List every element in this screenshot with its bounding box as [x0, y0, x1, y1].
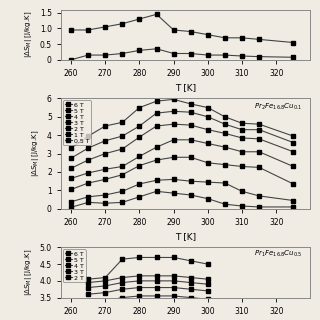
Text: Pr$_2$Fe$_{16.8}$Cu$_{0.1}$: Pr$_2$Fe$_{16.8}$Cu$_{0.1}$: [254, 102, 303, 112]
Y-axis label: |$\Delta S_M$| [J/kg.K]: |$\Delta S_M$| [J/kg.K]: [23, 249, 34, 296]
Legend: 6 T, 5 T, 4 T, 3 T, 2 T: 6 T, 5 T, 4 T, 3 T, 2 T: [63, 249, 86, 283]
X-axis label: T [K]: T [K]: [175, 232, 196, 241]
Y-axis label: |$\Delta S_M$| [J/kg.K]: |$\Delta S_M$| [J/kg.K]: [30, 130, 41, 177]
Y-axis label: |$\Delta S_M$| [J/kg.K]: |$\Delta S_M$| [J/kg.K]: [23, 11, 34, 58]
Legend: 6 T, 5 T, 4 T, 3 T, 2 T, 1 T, 0.5 T: 6 T, 5 T, 4 T, 3 T, 2 T, 1 T, 0.5 T: [63, 100, 92, 145]
Text: Pr$_1$Fe$_{16.8}$Cu$_{0.5}$: Pr$_1$Fe$_{16.8}$Cu$_{0.5}$: [254, 249, 303, 259]
X-axis label: T [K]: T [K]: [175, 83, 196, 92]
